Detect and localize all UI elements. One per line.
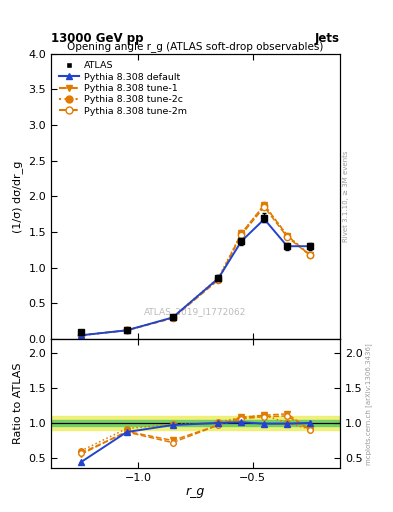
Pythia 8.308 tune-2c (124, 327, 129, 333)
Pythia 8.308 tune-2m (285, 234, 290, 240)
Pythia 8.308 tune-2m (308, 252, 312, 259)
X-axis label: r_g: r_g (186, 485, 205, 498)
Text: Jets: Jets (315, 32, 340, 45)
Text: ATLAS_2019_I1772062: ATLAS_2019_I1772062 (144, 307, 247, 316)
Pythia 8.308 default (170, 314, 175, 321)
Pythia 8.308 tune-2c (79, 332, 83, 338)
Pythia 8.308 tune-2m (216, 276, 221, 283)
Bar (51, 420, 340, 426)
Line: Pythia 8.308 tune-2c: Pythia 8.308 tune-2c (78, 202, 313, 338)
Pythia 8.308 tune-2m (262, 204, 267, 210)
Pythia 8.308 default (216, 275, 221, 282)
Pythia 8.308 default (124, 327, 129, 333)
Y-axis label: (1/σ) dσ/dr_g: (1/σ) dσ/dr_g (12, 160, 23, 232)
Legend: ATLAS, Pythia 8.308 default, Pythia 8.308 tune-1, Pythia 8.308 tune-2c, Pythia 8: ATLAS, Pythia 8.308 default, Pythia 8.30… (56, 58, 190, 119)
Pythia 8.308 tune-2m (124, 327, 129, 333)
Line: Pythia 8.308 tune-2m: Pythia 8.308 tune-2m (78, 204, 313, 338)
Pythia 8.308 default (239, 238, 244, 244)
Pythia 8.308 tune-2c (308, 252, 312, 258)
Y-axis label: Rivet 3.1.10, ≥ 3M events: Rivet 3.1.10, ≥ 3M events (343, 151, 349, 242)
Pythia 8.308 tune-2c (170, 314, 175, 321)
Line: Pythia 8.308 tune-1: Pythia 8.308 tune-1 (78, 202, 313, 338)
Pythia 8.308 tune-1 (285, 232, 290, 239)
Pythia 8.308 tune-2m (79, 332, 83, 338)
Title: Opening angle r_g (ATLAS soft-drop observables): Opening angle r_g (ATLAS soft-drop obser… (67, 41, 324, 53)
Pythia 8.308 tune-1 (308, 252, 312, 259)
Pythia 8.308 default (79, 332, 83, 338)
Pythia 8.308 tune-1 (79, 332, 83, 338)
Y-axis label: mcplots.cern.ch [arXiv:1306.3436]: mcplots.cern.ch [arXiv:1306.3436] (365, 343, 372, 464)
Pythia 8.308 tune-1 (262, 202, 267, 208)
Line: Pythia 8.308 default: Pythia 8.308 default (78, 216, 313, 338)
Pythia 8.308 default (285, 243, 290, 249)
Pythia 8.308 tune-2m (239, 232, 244, 238)
Pythia 8.308 default (262, 216, 267, 222)
Y-axis label: Ratio to ATLAS: Ratio to ATLAS (13, 363, 23, 444)
Pythia 8.308 default (308, 243, 312, 249)
Pythia 8.308 tune-1 (124, 327, 129, 333)
Pythia 8.308 tune-2m (170, 315, 175, 322)
Pythia 8.308 tune-2c (239, 230, 244, 237)
Pythia 8.308 tune-1 (239, 230, 244, 237)
Pythia 8.308 tune-2c (262, 202, 267, 208)
Text: 13000 GeV pp: 13000 GeV pp (51, 32, 143, 45)
Pythia 8.308 tune-2c (216, 274, 221, 281)
Pythia 8.308 tune-1 (216, 276, 221, 283)
Bar (51, 416, 340, 430)
Pythia 8.308 tune-2c (285, 232, 290, 239)
Pythia 8.308 tune-1 (170, 315, 175, 322)
